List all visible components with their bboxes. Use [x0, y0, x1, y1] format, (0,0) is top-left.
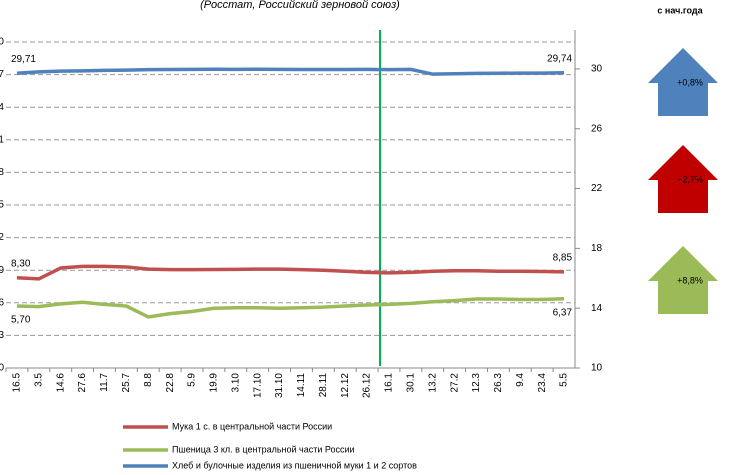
chart-title: (Росстат, Российский зерновой союз) [200, 0, 400, 11]
y2-tick-label: 14 [591, 303, 603, 314]
x-tick-label: 9.4 [515, 373, 526, 387]
x-tick-label: 26.12 [362, 373, 373, 398]
y-tick-label: 18 [0, 167, 4, 178]
x-tick-label: 12.12 [340, 373, 351, 398]
y2-tick-label: 10 [591, 363, 603, 374]
x-tick-label: 13.2 [427, 373, 438, 393]
panel-title: с нач.года [657, 5, 703, 15]
data-label: 6,37 [553, 307, 573, 318]
arrow-icon [648, 48, 718, 116]
arrow-icon [648, 145, 718, 213]
y2-tick-label: 26 [591, 123, 603, 134]
x-tick-label: 3.5 [33, 373, 44, 387]
y2-tick-label: 30 [591, 64, 603, 75]
data-label: 29,74 [547, 53, 572, 64]
x-tick-label: 27.2 [449, 373, 460, 393]
y-tick-label: 27 [0, 69, 4, 80]
y-tick-label: 24 [0, 102, 4, 113]
x-tick-label: 16.5 [12, 373, 23, 393]
legend-label: Пшеница 3 кл. в центральной части России [172, 444, 355, 454]
x-tick-label: 27.6 [77, 373, 88, 393]
x-tick-label: 17.10 [252, 373, 263, 398]
y-tick-label: 30 [0, 37, 4, 48]
data-label: 8,85 [553, 252, 573, 263]
x-tick-label: 28.11 [318, 373, 329, 398]
y-tick-label: 3 [0, 330, 4, 341]
y-tick-label: 6 [0, 297, 4, 308]
arrow-label: +0,8% [677, 77, 703, 87]
x-tick-label: 8.8 [143, 373, 154, 387]
data-label: 5,70 [11, 315, 31, 326]
x-tick-label: 5.5 [559, 373, 570, 387]
x-tick-label: 31.10 [274, 373, 285, 398]
series-line [16, 264, 565, 281]
legend-label: Хлеб и булочные изделия из пшеничной мук… [172, 460, 417, 470]
y-tick-label: 15 [0, 200, 4, 211]
x-tick-label: 12.3 [471, 373, 482, 393]
y2-tick-label: 18 [591, 243, 603, 254]
x-tick-label: 14.11 [296, 373, 307, 398]
x-tick-label: 16.1 [384, 373, 395, 393]
x-tick-label: 5.9 [187, 373, 198, 387]
x-tick-label: 3.10 [230, 373, 241, 393]
y-tick-label: 0 [0, 363, 4, 374]
x-tick-label: 19.9 [209, 373, 220, 393]
series-line [16, 297, 565, 319]
data-label: 8,30 [11, 258, 31, 269]
legend-label: Мука 1 с. в центральной части России [172, 421, 332, 431]
arrow-label: +2,7% [677, 174, 703, 184]
x-tick-label: 14.6 [55, 373, 66, 393]
y2-tick-label: 22 [591, 183, 603, 194]
x-tick-label: 11.7 [99, 373, 110, 392]
data-label: 29,71 [11, 54, 36, 65]
x-tick-label: 22.8 [165, 373, 176, 393]
x-tick-label: 23.4 [537, 373, 548, 393]
x-tick-label: 30.1 [406, 373, 417, 393]
arrow-label: +8,8% [677, 275, 703, 285]
series-line [16, 67, 565, 76]
arrow-icon [648, 246, 718, 314]
y-tick-label: 21 [0, 134, 4, 145]
x-tick-label: 26.3 [493, 373, 504, 393]
y-tick-label: 9 [0, 265, 4, 276]
y-tick-label: 12 [0, 232, 4, 243]
x-tick-label: 25.7 [121, 373, 132, 393]
